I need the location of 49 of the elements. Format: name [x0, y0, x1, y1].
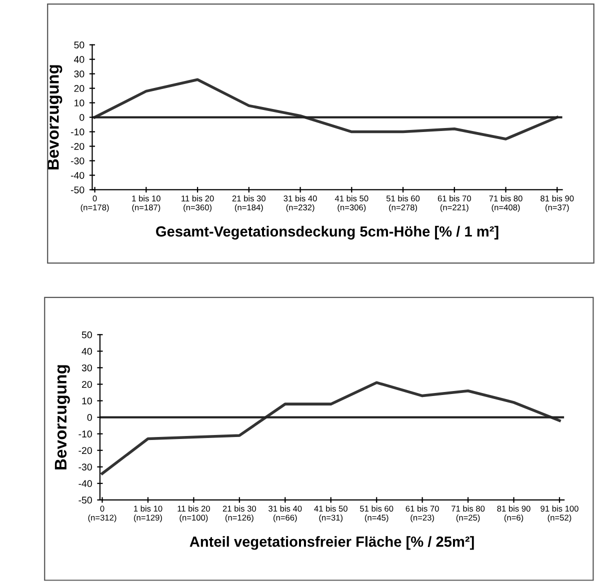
x-tick-label: 61 bis 70 (n=221): [438, 195, 471, 212]
x-tick-label: 41 bis 50 (n=306): [334, 195, 368, 212]
x-tick-label: 0 (n=178): [80, 196, 109, 212]
x-tick-label: 11 bis 20 (n=360): [182, 195, 214, 212]
y-tick-label: 20: [82, 380, 92, 388]
y-tick-label: 50: [82, 331, 92, 338]
y-tick-label: -40: [70, 172, 84, 179]
x-tick-label: 31 bis 40 (n=232): [284, 195, 317, 212]
y-tick-label: 50: [74, 42, 84, 48]
y-tick-label: -40: [78, 480, 92, 488]
y-tick-label: -10: [70, 128, 84, 136]
x-tick-label: 51 bis 60 (n=278): [386, 195, 420, 212]
x-tick-label: 11 bis 20 (n=100): [178, 505, 210, 522]
x-tick-label: 41 bis 50 (n=31): [314, 505, 348, 522]
y-tick-label: 40: [82, 348, 92, 355]
y-tick-label: -30: [70, 157, 84, 164]
y-tick-label: 20: [74, 85, 84, 92]
line-series: [93, 78, 559, 140]
y-tick-label: -20: [70, 142, 84, 150]
y-axis-title: Bevorzugung: [47, 65, 62, 170]
x-tick-label: 81 bis 90 (n=6): [497, 505, 530, 522]
y-tick-label: 40: [74, 56, 84, 63]
y-axis-title: Bevorzugung: [54, 365, 70, 470]
y-tick-label: 30: [74, 70, 84, 78]
x-tick-label: 31 bis 40 (n=66): [268, 505, 302, 522]
x-tick-label: 21 bis 30 (n=184): [232, 195, 266, 212]
y-tick-label: -10: [78, 430, 92, 438]
x-tick-label: 1 bis 10 (n=129): [134, 505, 162, 522]
x-tick-label: 21 bis 30 (n=126): [222, 505, 256, 522]
line-series: [100, 381, 561, 475]
x-tick-label: 1 bis 10 (n=187): [132, 195, 160, 212]
x-tick-label: 61 bis 70 (n=23): [406, 505, 439, 522]
x-tick-label: 91 bis 100 (n=52): [540, 505, 578, 522]
y-tick-label: 10: [74, 100, 84, 106]
y-tick-label: -30: [78, 464, 92, 470]
x-tick-label: 71 bis 80 (n=408): [489, 195, 522, 212]
x-tick-label: 51 bis 60 (n=45): [360, 505, 394, 522]
y-tick-label: 30: [82, 364, 92, 372]
y-tick-label: 0: [80, 114, 84, 121]
x-tick-label: 71 bis 80 (n=25): [452, 505, 485, 522]
x-tick-label: 0 (n=312): [88, 506, 116, 522]
y-tick-label: -20: [78, 447, 92, 454]
y-tick-label: 0: [87, 414, 92, 421]
x-tick-label: 81 bis 90 (n=37): [540, 195, 574, 212]
x-axis-title: Gesamt-Vegetationsdeckung 5cm-Höhe [% / 1 m²]: [156, 226, 498, 240]
y-tick-label: -50: [78, 496, 92, 504]
y-tick-label: -50: [70, 186, 84, 194]
y-tick-label: 10: [82, 398, 92, 404]
x-axis-title: Anteil vegetationsfreier Fläche [% / 25m²]: [190, 536, 474, 550]
